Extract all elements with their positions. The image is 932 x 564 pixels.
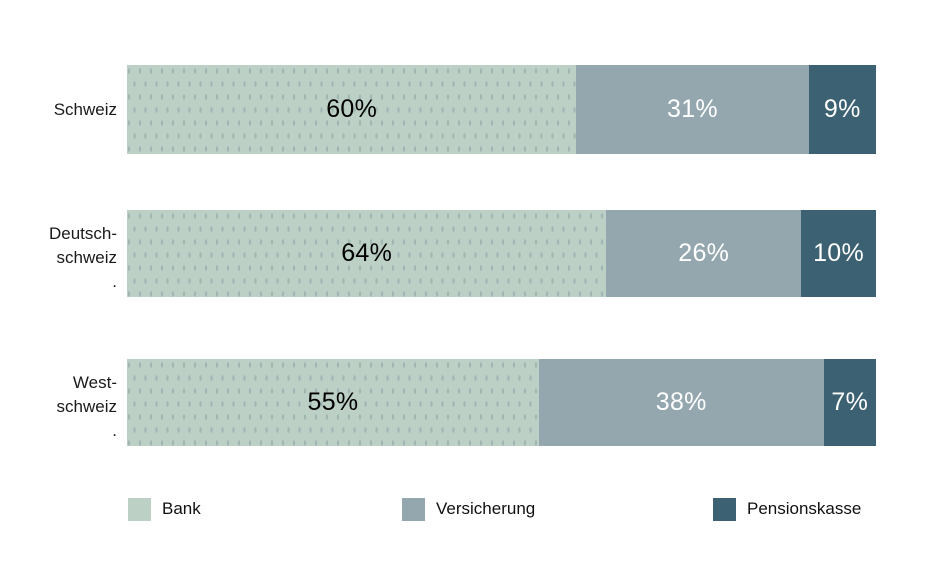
bar-segment-bank: 60%: [127, 65, 577, 154]
row-label-line: Schweiz: [53, 99, 117, 119]
bar-segment-bank: 55%: [127, 359, 539, 446]
bar-westschweiz: 55% 38% 7%: [127, 359, 876, 446]
legend-swatch-versicherung: [402, 497, 425, 521]
bar-segment-versicherung: 31%: [576, 65, 809, 154]
bar-schweiz: 60% 31% 9%: [127, 65, 876, 154]
bar-segment-pensionskasse: 9%: [808, 65, 876, 154]
segment-value-label: 64%: [341, 239, 393, 267]
row-label-deutschschweiz: Deutsch- schweiz .: [0, 210, 117, 297]
bar-segment-versicherung: 38%: [538, 359, 824, 446]
legend-label: Versicherung: [436, 499, 536, 518]
bar-row-westschweiz: West- schweiz . 55% 38% 7%: [0, 359, 932, 446]
segment-value-label: 26%: [678, 239, 730, 267]
legend-label: Bank: [162, 499, 201, 518]
bar-segment-pensionskasse: 7%: [823, 359, 876, 446]
segment-value-label: 7%: [831, 388, 869, 416]
segment-value-label: 9%: [823, 95, 861, 123]
legend-swatch-bank: [128, 497, 151, 521]
legend-item-bank: Bank: [128, 497, 201, 521]
segment-value-label: 10%: [813, 239, 864, 267]
bar-segment-pensionskasse: 10%: [801, 210, 876, 297]
row-label-line: .: [112, 271, 117, 291]
bar-row-deutschschweiz: Deutsch- schweiz . 64% 26% 10%: [0, 210, 932, 297]
bar-segment-versicherung: 26%: [606, 210, 802, 297]
row-label-line: West-: [72, 372, 117, 392]
segment-value-label: 38%: [655, 388, 707, 416]
row-label-line: schweiz: [56, 396, 117, 416]
legend-item-versicherung: Versicherung: [402, 497, 535, 521]
bar-row-schweiz: Schweiz 60% 31% 9%: [0, 65, 932, 154]
bar-deutschschweiz: 64% 26% 10%: [127, 210, 876, 297]
row-label-schweiz: Schweiz: [0, 65, 117, 154]
segment-value-label: 55%: [307, 388, 359, 416]
bar-segment-bank: 64%: [127, 210, 607, 297]
row-label-line: .: [112, 420, 117, 440]
legend-label: Pensionskasse: [747, 499, 862, 518]
legend-item-pensionskasse: Pensionskasse: [713, 497, 861, 521]
legend: Bank Versicherung Pensionskasse: [0, 497, 932, 521]
segment-value-label: 31%: [667, 95, 718, 123]
row-label-line: schweiz: [56, 247, 117, 267]
row-label-line: Deutsch-: [48, 223, 117, 243]
legend-swatch-pensionskasse: [713, 497, 736, 521]
row-label-westschweiz: West- schweiz .: [0, 359, 117, 446]
segment-value-label: 60%: [326, 95, 378, 123]
